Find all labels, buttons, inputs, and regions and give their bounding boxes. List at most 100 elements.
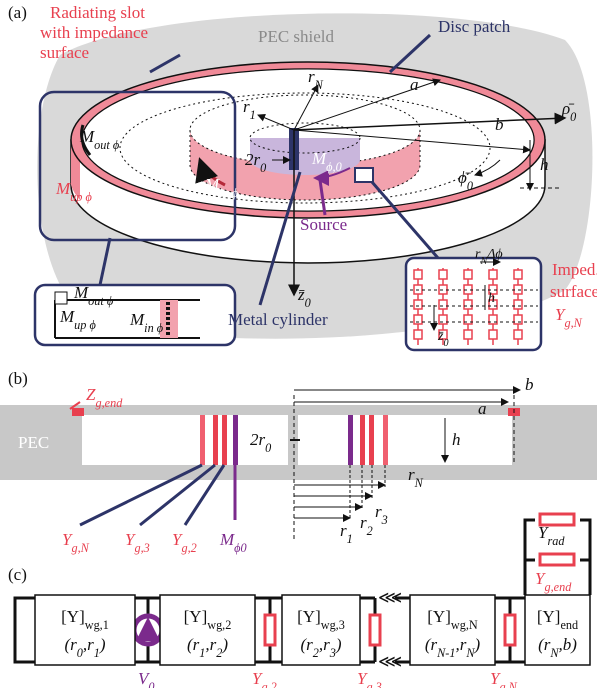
yg-end-label: Yg,end [535,569,572,594]
m-phi0-label: Mϕ0 [219,530,247,555]
metal-cylinder-label: Metal cylinder [228,310,328,329]
yg-label: Yg,N [490,669,518,688]
b-label: b [525,375,534,394]
label-text: [Y] [184,607,208,626]
label-text: ,r [205,635,216,654]
label-text: (r [64,635,77,654]
subscript: g,end [95,396,123,410]
label-text: ) [335,635,342,654]
grid-cell [464,330,472,339]
subscript: 2 [367,524,373,538]
label-text: 2r [250,430,266,449]
label-text: M [73,283,89,302]
label-text: [Y] [297,607,321,626]
inset-cell [55,292,67,304]
a-label: a [410,75,419,94]
subscript: wg,2 [207,618,231,632]
label-text: ) [474,635,481,654]
disc-patch-label: Disc patch [438,17,511,36]
subscript: 3 [381,513,388,527]
subscript: in ϕ [219,186,239,200]
grid-cell [514,270,522,279]
grid-cell [489,330,497,339]
break-marks: ⋘⋘ [378,588,402,671]
svg-text:⋘: ⋘ [378,652,402,671]
label-text: Δϕ [486,247,502,262]
label-text: ,r [319,635,330,654]
grid-cell [514,300,522,309]
svg-text:⋘: ⋘ [378,588,402,607]
b-label: b [495,115,504,134]
grid-cell [414,300,422,309]
label-text: M [129,310,145,329]
r2-label: r2 [360,513,373,538]
h-label: h [452,430,461,449]
subscript: wg,N [451,618,478,632]
grid-cell [464,300,472,309]
subscript: 1 [347,532,353,546]
grid-cell [464,270,472,279]
subscript: up ϕ [74,318,96,332]
label-text: (r [538,635,551,654]
z-end-stub [72,408,84,416]
grid-cell [439,300,447,309]
grid-cell [514,330,522,339]
label-text: (r [187,635,200,654]
subscript: ϕ,0 [326,160,342,174]
label-text: ) [99,635,106,654]
yg-label: Yg,2 [172,530,197,555]
label-text: M [55,179,71,198]
label-text: M [219,530,235,549]
subscript: 0 [148,680,154,688]
grid-cell [489,270,497,279]
yg-label: Yg,3 [357,669,382,688]
subscript: in ϕ [144,321,164,335]
grid-cell [414,270,422,279]
label-text: ) [221,635,228,654]
subscript: N [314,78,324,92]
slot-label: surface [40,43,89,62]
grid-cell [439,270,447,279]
subscript: out ϕ [88,294,114,308]
label-text: M [204,175,220,194]
label-text: [Y] [61,607,85,626]
subscript: 1 [250,108,256,122]
yg-label: Yg,2 [252,669,277,688]
v0-label: V0 [138,669,155,688]
a-label: a [478,399,487,418]
imped-label: surface, [550,282,597,301]
panel-tag: (a) [8,3,27,22]
yg-label: Yg,3 [125,530,150,555]
subscript: g,N [71,541,89,555]
label-text: ,b) [559,635,578,654]
source-cell [355,168,373,182]
yg-label: Yg,N [62,530,90,555]
subscript: 0 [570,110,576,124]
label-text: ,r [83,635,94,654]
subscript: g,N [564,316,582,330]
slot-label: Radiating slot [50,3,145,22]
subscript: 0 [467,179,473,193]
panel-b: (b) Zg,end PEC b a h 2r0 Yg,N Yg,3 Yg,2 … [0,369,597,555]
slot-label: with impedance [40,23,148,42]
label-text: M [311,149,327,168]
subscript: g,3 [366,680,381,688]
figure: (a) Radiating slot with impedance surfac… [0,0,597,688]
subscript: g,N [499,680,517,688]
subscript: g,2 [261,680,276,688]
label-text: [Y] [537,607,561,626]
subscript: 0 [443,338,448,349]
panel-c: ⋘⋘ [Y]wg,1(r0,r1)[Y]wg,2(r1,r2)[Y]wg,3(r… [8,514,590,688]
grid-cell [489,315,497,324]
grid-cell [414,315,422,324]
grid-cell [464,315,472,324]
subscript: N-1 [436,646,455,660]
current-source [134,598,162,662]
short [15,598,35,662]
subscript: wg,1 [85,618,109,632]
pec-shield-label: PEC shield [258,27,335,46]
panel-tag: (b) [8,369,28,388]
subscript: out ϕ [94,138,120,152]
subscript: g,2 [181,541,196,555]
source-ring [250,138,360,175]
